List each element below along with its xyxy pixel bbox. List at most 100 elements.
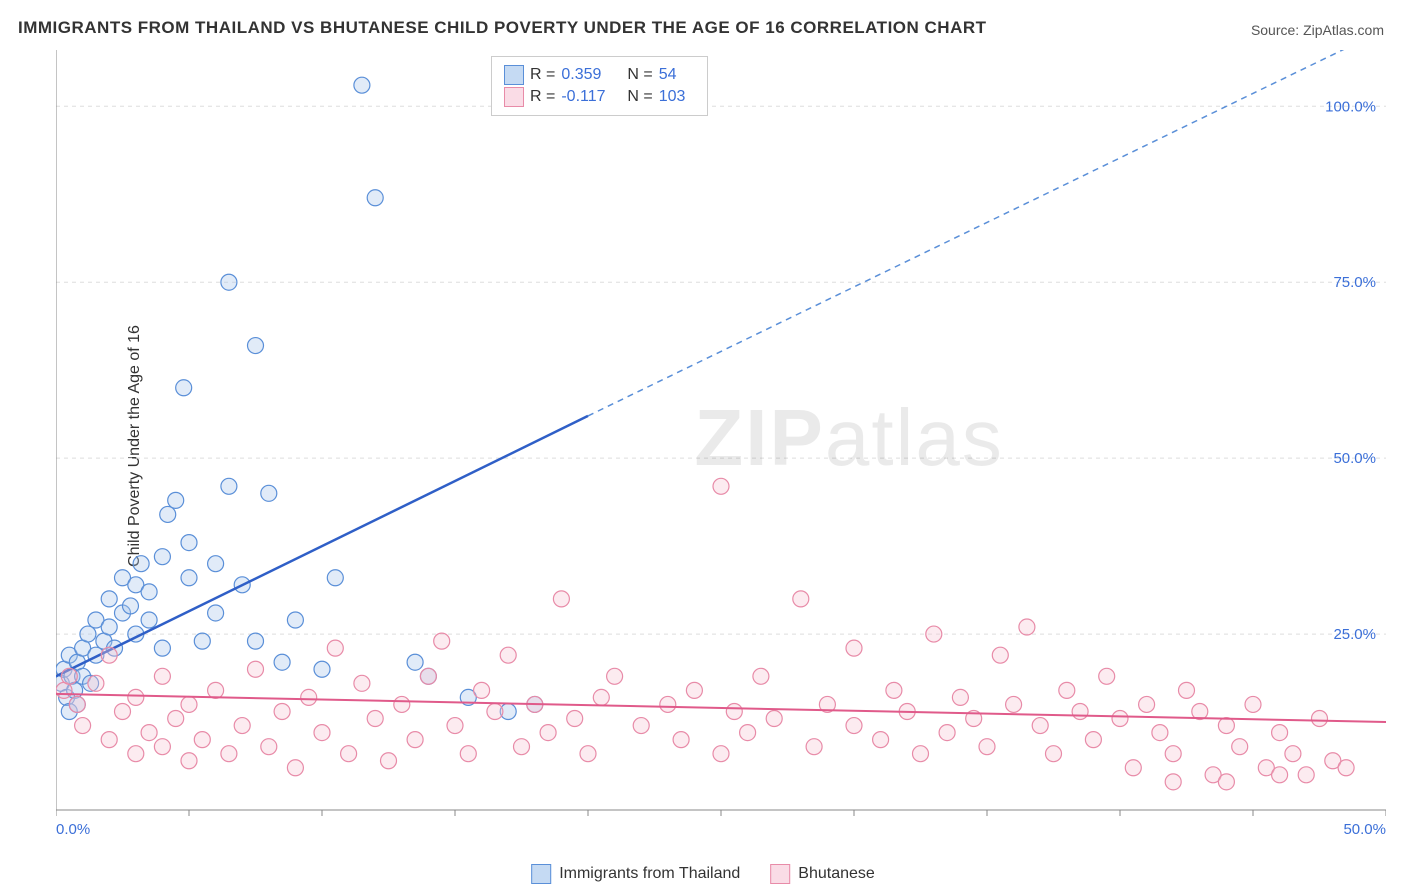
legend-label: Bhutanese [798, 865, 875, 883]
scatter-point [1072, 703, 1088, 719]
scatter-point [88, 675, 104, 691]
legend-swatch [531, 864, 551, 884]
scatter-point [873, 732, 889, 748]
stat-r-label: R = [530, 66, 555, 84]
scatter-point [447, 718, 463, 734]
scatter-point [69, 696, 85, 712]
scatter-point [474, 682, 490, 698]
scatter-point [753, 668, 769, 684]
scatter-point [248, 661, 264, 677]
series-swatch [504, 87, 524, 107]
scatter-point [1085, 732, 1101, 748]
scatter-point [713, 478, 729, 494]
scatter-point [607, 668, 623, 684]
scatter-point [1285, 746, 1301, 762]
scatter-point [1125, 760, 1141, 776]
chart-title: IMMIGRANTS FROM THAILAND VS BHUTANESE CH… [18, 18, 987, 38]
scatter-point [926, 626, 942, 642]
scatter-point [367, 190, 383, 206]
scatter-point [208, 605, 224, 621]
scatter-point [1046, 746, 1062, 762]
scatter-point [367, 711, 383, 727]
scatter-point [354, 675, 370, 691]
scatter-point [1112, 711, 1128, 727]
scatter-point [726, 703, 742, 719]
chart-area: 25.0%50.0%75.0%100.0%0.0%50.0% ZIPatlas … [56, 50, 1386, 840]
scatter-point [713, 746, 729, 762]
scatter-point [806, 739, 822, 755]
scatter-point [992, 647, 1008, 663]
scatter-point [314, 725, 330, 741]
scatter-point [327, 570, 343, 586]
scatter-point [354, 77, 370, 93]
scatter-point [540, 725, 556, 741]
stats-row: R =-0.117N =103 [504, 87, 695, 107]
scatter-point [128, 746, 144, 762]
scatter-point [673, 732, 689, 748]
scatter-point [1218, 774, 1234, 790]
scatter-point [1232, 739, 1248, 755]
scatter-point [154, 739, 170, 755]
scatter-point [221, 274, 237, 290]
scatter-point [407, 732, 423, 748]
scatter-point [1152, 725, 1168, 741]
scatter-point [301, 689, 317, 705]
legend-label: Immigrants from Thailand [559, 865, 740, 883]
y-tick-label: 50.0% [1333, 450, 1376, 467]
scatter-point [593, 689, 609, 705]
scatter-point [141, 584, 157, 600]
scatter-point [181, 696, 197, 712]
scatter-point [846, 718, 862, 734]
legend: Immigrants from Thailand Bhutanese [531, 864, 875, 884]
scatter-point [274, 654, 290, 670]
scatter-point [261, 485, 277, 501]
legend-item: Immigrants from Thailand [531, 864, 740, 884]
stat-r-value: -0.117 [561, 88, 613, 106]
scatter-point [660, 696, 676, 712]
scatter-point [261, 739, 277, 755]
scatter-point [913, 746, 929, 762]
scatter-point [500, 647, 516, 663]
scatter-point [341, 746, 357, 762]
scatter-point [181, 570, 197, 586]
scatter-point [1245, 696, 1261, 712]
scatter-point [407, 654, 423, 670]
scatter-point [274, 703, 290, 719]
source-link[interactable]: ZipAtlas.com [1303, 22, 1384, 38]
scatter-point [1006, 696, 1022, 712]
scatter-point [133, 556, 149, 572]
scatter-point [460, 746, 476, 762]
scatter-point [208, 682, 224, 698]
stat-n-label: N = [627, 88, 652, 106]
scatter-point [434, 633, 450, 649]
y-tick-label: 25.0% [1333, 626, 1376, 643]
scatter-point [141, 612, 157, 628]
scatter-point [181, 753, 197, 769]
stat-n-label: N = [627, 66, 652, 84]
scatter-point [287, 760, 303, 776]
scatter-point [1165, 774, 1181, 790]
scatter-point [1032, 718, 1048, 734]
stat-r-value: 0.359 [561, 66, 613, 84]
scatter-point [1059, 682, 1075, 698]
legend-swatch [770, 864, 790, 884]
regression-line-dashed [588, 50, 1386, 416]
scatter-point [181, 535, 197, 551]
scatter-point [394, 696, 410, 712]
scatter-point [1099, 668, 1115, 684]
scatter-point [567, 711, 583, 727]
scatter-point [1312, 711, 1328, 727]
scatter-chart-svg: 25.0%50.0%75.0%100.0%0.0%50.0% [56, 50, 1386, 840]
scatter-point [141, 725, 157, 741]
scatter-point [154, 640, 170, 656]
scatter-point [101, 647, 117, 663]
scatter-point [793, 591, 809, 607]
stat-r-label: R = [530, 88, 555, 106]
scatter-point [553, 591, 569, 607]
scatter-point [168, 492, 184, 508]
scatter-point [194, 732, 210, 748]
scatter-point [1298, 767, 1314, 783]
y-tick-label: 100.0% [1325, 98, 1376, 115]
scatter-point [1165, 746, 1181, 762]
x-tick-label: 0.0% [56, 821, 90, 838]
